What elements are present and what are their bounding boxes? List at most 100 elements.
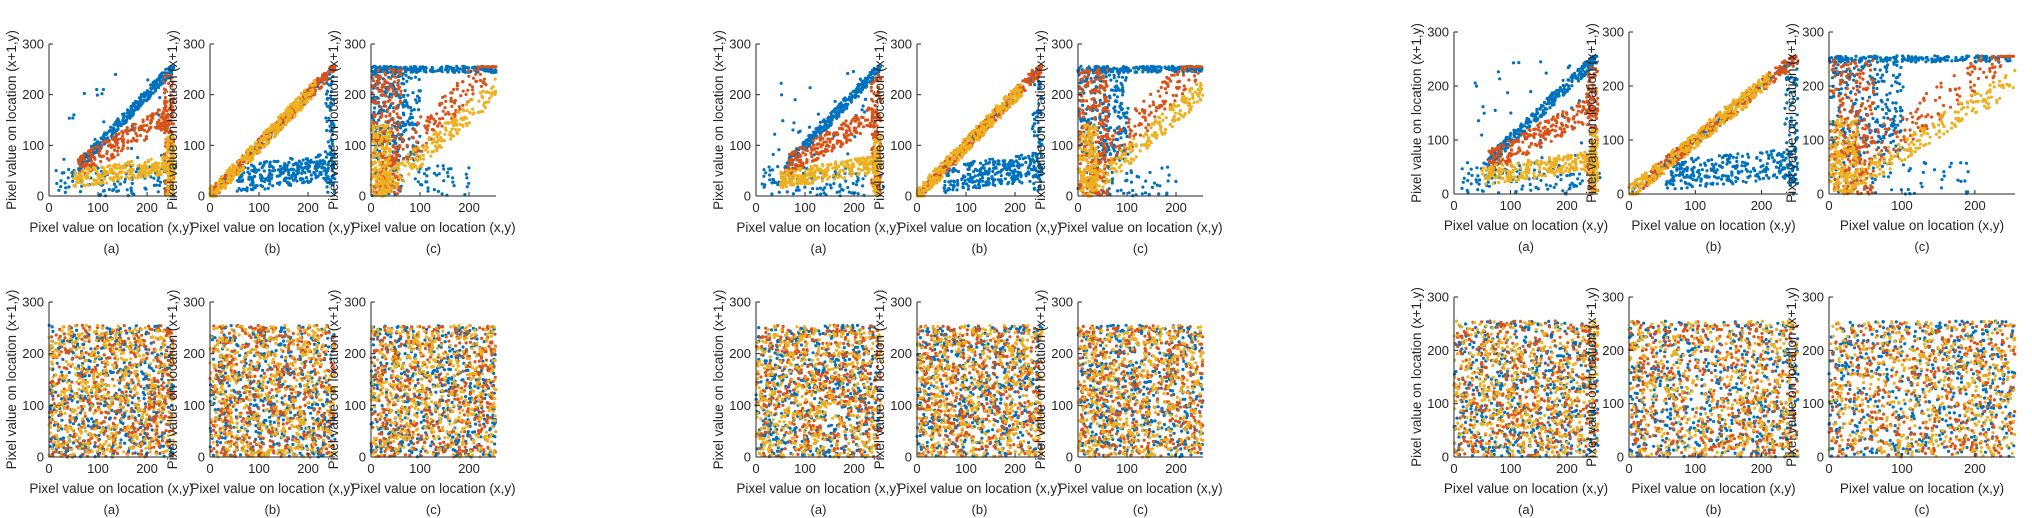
y-tick-label: 100 <box>183 138 205 153</box>
scatter-point <box>158 184 161 187</box>
scatter-point <box>417 170 420 173</box>
scatter-point <box>241 169 244 172</box>
scatter-point <box>225 171 228 174</box>
scatter-point <box>385 137 388 140</box>
scatter-point <box>857 95 860 98</box>
scatter-point <box>471 92 474 95</box>
scatter-point <box>432 133 435 136</box>
scatter-point <box>404 69 407 72</box>
scatter-point <box>100 144 103 147</box>
scatter-point <box>386 131 389 134</box>
y-tick-label: 200 <box>344 87 366 102</box>
scatter-point <box>150 120 153 123</box>
scatter-point <box>397 167 400 170</box>
scatter-point <box>289 157 292 160</box>
scatter-point <box>139 134 142 137</box>
scatter-point <box>845 129 848 132</box>
scatter-point <box>147 160 150 163</box>
scatter-point <box>118 163 121 166</box>
scatter-point <box>987 183 990 186</box>
y-tick-label: 200 <box>183 87 205 102</box>
scatter-point <box>123 171 126 174</box>
scatter-point <box>444 100 447 103</box>
scatter-point <box>151 117 154 120</box>
scatter-point <box>442 164 445 167</box>
scatter-point <box>95 88 98 91</box>
scatter-point <box>278 129 281 132</box>
scatter-point <box>228 173 231 176</box>
scatter-point <box>812 159 815 162</box>
scatter-point <box>863 160 866 163</box>
scatter-point <box>377 69 380 72</box>
scatter-point <box>949 180 952 183</box>
scatter-point <box>375 75 378 78</box>
scatter-point <box>780 184 783 187</box>
scatter-point <box>451 181 454 184</box>
scatter-point <box>859 132 862 135</box>
scatter-point <box>79 165 82 168</box>
scatter-point <box>87 172 90 175</box>
scatter-point <box>833 146 836 149</box>
scatter-point <box>799 154 802 157</box>
scatter-point <box>384 81 387 84</box>
scatter-point <box>94 145 97 148</box>
scatter-point <box>116 173 119 176</box>
scatter-point <box>238 172 241 175</box>
scatter-point <box>292 171 295 174</box>
scatter-point <box>494 78 497 81</box>
scatter-point <box>55 169 58 172</box>
scatter-point <box>821 176 824 179</box>
scatter-point <box>157 166 160 169</box>
scatter-point <box>858 163 861 166</box>
scatter-point <box>387 95 390 98</box>
scatter-point <box>142 171 145 174</box>
scatter-point <box>1028 180 1031 183</box>
scatter-point <box>844 135 847 138</box>
scatter-point <box>402 121 405 124</box>
scatter-point <box>389 187 392 190</box>
y-tick-label: 100 <box>22 138 44 153</box>
scatter-point <box>829 120 832 123</box>
scatter-point <box>100 137 103 140</box>
scatter-point <box>290 105 293 108</box>
scatter-point <box>414 76 417 79</box>
scatter-point <box>819 193 822 196</box>
scatter-point <box>425 131 428 134</box>
scatter-point <box>415 153 418 156</box>
scatter-point <box>285 165 288 168</box>
scatter-point <box>786 190 789 193</box>
scatter-point <box>257 151 260 154</box>
scatter-point <box>126 147 129 150</box>
scatter-point <box>433 172 436 175</box>
scatter-point <box>402 112 405 115</box>
scatter-point <box>867 108 870 111</box>
scatter-point <box>816 143 819 146</box>
scatter-point <box>1012 172 1015 175</box>
y-tick-label: 300 <box>183 37 205 52</box>
scatter-point <box>820 152 823 155</box>
scatter-point <box>301 181 304 184</box>
scatter-point <box>851 90 854 93</box>
x-axis-label: Pixel value on location (x,y) <box>190 220 354 235</box>
scatter-point <box>783 181 786 184</box>
scatter-point <box>952 180 955 183</box>
scatter-point <box>306 92 309 95</box>
scatter-point <box>299 108 302 111</box>
scatter-point <box>100 92 103 95</box>
scatter-point <box>257 168 260 171</box>
y-axis-label: Pixel value on location (x+1,y) <box>165 30 180 210</box>
scatter-point <box>316 166 319 169</box>
scatter-point <box>422 157 425 160</box>
scatter-point <box>232 163 235 166</box>
scatter-point <box>296 110 299 113</box>
scatter-point <box>834 160 837 163</box>
scatter-point <box>383 163 386 166</box>
scatter-point <box>267 187 270 190</box>
panel-label: (b) <box>265 241 281 256</box>
scatter-point <box>98 153 101 156</box>
scatter-point <box>158 82 161 85</box>
scatter-point <box>386 160 389 163</box>
scatter-point <box>465 66 468 69</box>
scatter-point <box>780 82 783 85</box>
scatter-point <box>391 102 394 105</box>
